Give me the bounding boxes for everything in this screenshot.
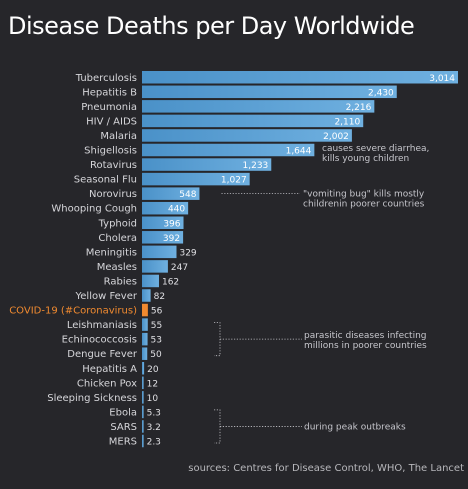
bar (142, 274, 159, 288)
category-label: Malaria (100, 131, 137, 142)
bar (142, 260, 168, 273)
bar (142, 376, 144, 390)
value-label: 3,014 (429, 74, 455, 84)
bar (142, 100, 375, 113)
category-label: Meningitis (86, 247, 137, 258)
bar (142, 114, 364, 128)
bar (142, 187, 200, 200)
bar (142, 434, 144, 448)
bar (142, 347, 148, 360)
value-label: 396 (163, 219, 180, 229)
category-label: Sleeping Sickness (47, 393, 137, 404)
bar (142, 129, 352, 142)
value-label: 53 (151, 336, 162, 346)
value-label: 50 (150, 350, 162, 360)
value-label: 82 (154, 292, 165, 302)
value-label: 3.2 (147, 423, 161, 433)
bar (142, 216, 184, 229)
category-label: Chicken Pox (77, 378, 137, 389)
value-label: 162 (162, 277, 179, 287)
bar (142, 391, 144, 404)
value-label: 329 (179, 248, 196, 258)
category-label: Rabies (104, 276, 137, 287)
bar (142, 231, 184, 244)
annotation-text: parasitic diseases infecting (304, 331, 427, 341)
annotation-bracket (214, 409, 221, 444)
category-label: Dengue Fever (67, 349, 138, 360)
category-label: Shigellosis (84, 146, 137, 157)
bar (142, 172, 250, 186)
value-label: 10 (147, 394, 159, 404)
bar (142, 85, 397, 99)
category-label: Leishmaniasis (67, 320, 137, 331)
annotation-text: childrenin poorer countries (303, 200, 425, 210)
value-label: 20 (147, 365, 159, 375)
value-label: 2,110 (334, 117, 360, 127)
category-label: COVID-19 (#Coronavirus) (9, 306, 137, 317)
bar (142, 245, 177, 259)
category-label: SARS (110, 422, 137, 433)
annotation-text: millions in poorer countries (304, 341, 427, 351)
value-label: 2,002 (323, 132, 349, 142)
category-label: HIV / AIDS (86, 116, 137, 127)
category-label: Rotavirus (90, 160, 137, 171)
annotation-bracket (214, 322, 221, 357)
category-label: Seasonal Flu (74, 175, 137, 186)
bar (142, 303, 148, 317)
value-label: 55 (151, 321, 162, 331)
bar (142, 158, 272, 171)
bar (142, 420, 144, 433)
category-label: Whooping Cough (51, 204, 137, 215)
category-label: Hepatitis A (82, 364, 137, 375)
value-label: 2,430 (368, 88, 394, 98)
annotation-text: kills young children (322, 154, 409, 164)
category-label: Norovirus (89, 189, 137, 200)
value-label: 392 (163, 234, 180, 244)
value-label: 5.3 (147, 408, 161, 418)
category-label: Pneumonia (81, 102, 137, 113)
value-label: 1,027 (221, 176, 247, 186)
value-label: 440 (168, 205, 185, 215)
bar (142, 71, 458, 84)
category-label: Tuberculosis (75, 73, 137, 84)
value-label: 2,216 (346, 103, 372, 113)
bar (142, 362, 145, 375)
annotation-text: during peak outbreaks (304, 422, 406, 432)
annotation-text: "vomiting bug" kills mostly (303, 190, 425, 200)
category-label: MERS (109, 437, 137, 448)
source-note: sources: Centres for Disease Control, WH… (188, 463, 464, 474)
category-label: Hepatitis B (82, 87, 137, 98)
value-label: 247 (171, 263, 188, 273)
value-label: 1,644 (286, 147, 312, 157)
annotation-text: causes severe diarrhea, (322, 144, 429, 154)
bar (142, 318, 148, 331)
category-label: Echinococcosis (62, 335, 137, 346)
category-label: Cholera (98, 233, 137, 244)
bar (142, 332, 148, 346)
category-label: Measles (97, 262, 137, 273)
chart-title: Disease Deaths per Day Worldwide (8, 12, 415, 40)
bar (142, 289, 151, 302)
value-label: 548 (179, 190, 196, 200)
category-label: Typhoid (98, 218, 137, 229)
value-label: 12 (147, 379, 158, 389)
bar (142, 405, 144, 419)
bar (142, 143, 315, 157)
value-label: 2.3 (147, 438, 161, 448)
bar (142, 201, 189, 215)
category-label: Ebola (109, 407, 137, 418)
value-label: 1,233 (243, 161, 269, 171)
category-label: Yellow Fever (74, 291, 137, 302)
value-label: 56 (151, 307, 163, 317)
